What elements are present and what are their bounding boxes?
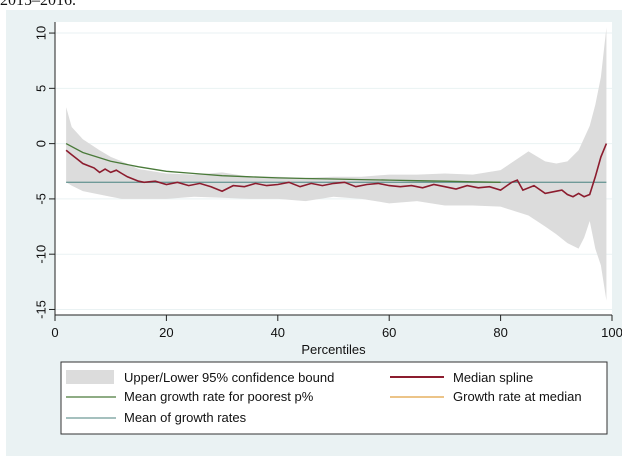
x-tick-label-5: 100	[601, 325, 622, 340]
legend: Upper/Lower 95% confidence bound Median …	[60, 361, 608, 435]
y-tick-label-3: -5	[34, 193, 49, 205]
mean-poorest-line	[65, 143, 501, 183]
legend-box	[60, 361, 608, 435]
median-spline-line	[65, 143, 608, 198]
y-tick-label-5: -15	[34, 300, 49, 319]
x-tick-label-1: 20	[159, 325, 173, 340]
y-tick-label-1: 5	[34, 85, 49, 92]
axes: 0 20 40 60 80 100 10 5 0 -5 -10 -15	[34, 22, 622, 340]
x-tick-label-3: 60	[382, 325, 396, 340]
x-axis-label: Percentiles	[301, 342, 366, 357]
legend-label-mean-poorest: Mean growth rate for poorest p%	[124, 389, 314, 404]
y-tick-label-4: -10	[34, 245, 49, 264]
legend-label-mean-growth-rates: Mean of growth rates	[124, 410, 247, 425]
figure-caption: 2015–2016.	[0, 0, 76, 9]
legend-swatch-confidence-band	[66, 370, 114, 384]
legend-label-confidence-band: Upper/Lower 95% confidence bound	[124, 370, 334, 385]
y-tick-label-0: 10	[34, 26, 49, 40]
y-tick-label-2: 0	[34, 140, 49, 147]
legend-label-growth-median: Growth rate at median	[453, 389, 582, 404]
x-tick-label-0: 0	[51, 325, 58, 340]
series-layer	[65, 143, 608, 198]
x-tick-label-4: 80	[493, 325, 507, 340]
legend-label-median-spline: Median spline	[453, 370, 533, 385]
x-tick-label-2: 40	[271, 325, 285, 340]
